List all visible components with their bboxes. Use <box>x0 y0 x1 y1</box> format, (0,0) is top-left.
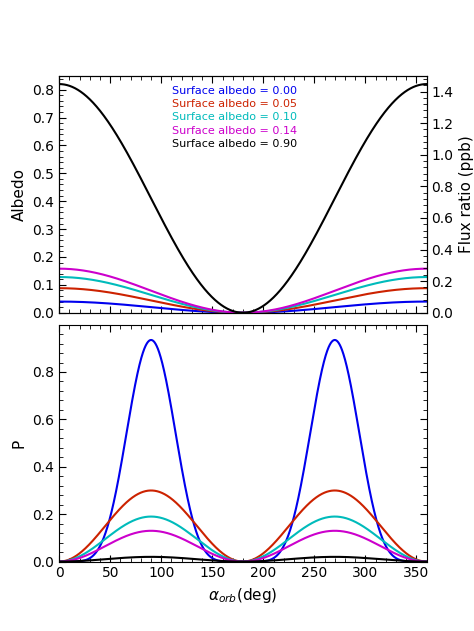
Y-axis label: Flux ratio (ppb): Flux ratio (ppb) <box>459 136 474 253</box>
Y-axis label: P: P <box>12 439 27 448</box>
X-axis label: $\alpha_{orb}$(deg): $\alpha_{orb}$(deg) <box>208 586 278 605</box>
Y-axis label: Albedo: Albedo <box>12 168 27 221</box>
Legend: Surface albedo = 0.00, Surface albedo = 0.05, Surface albedo = 0.10, Surface alb: Surface albedo = 0.00, Surface albedo = … <box>168 81 301 153</box>
